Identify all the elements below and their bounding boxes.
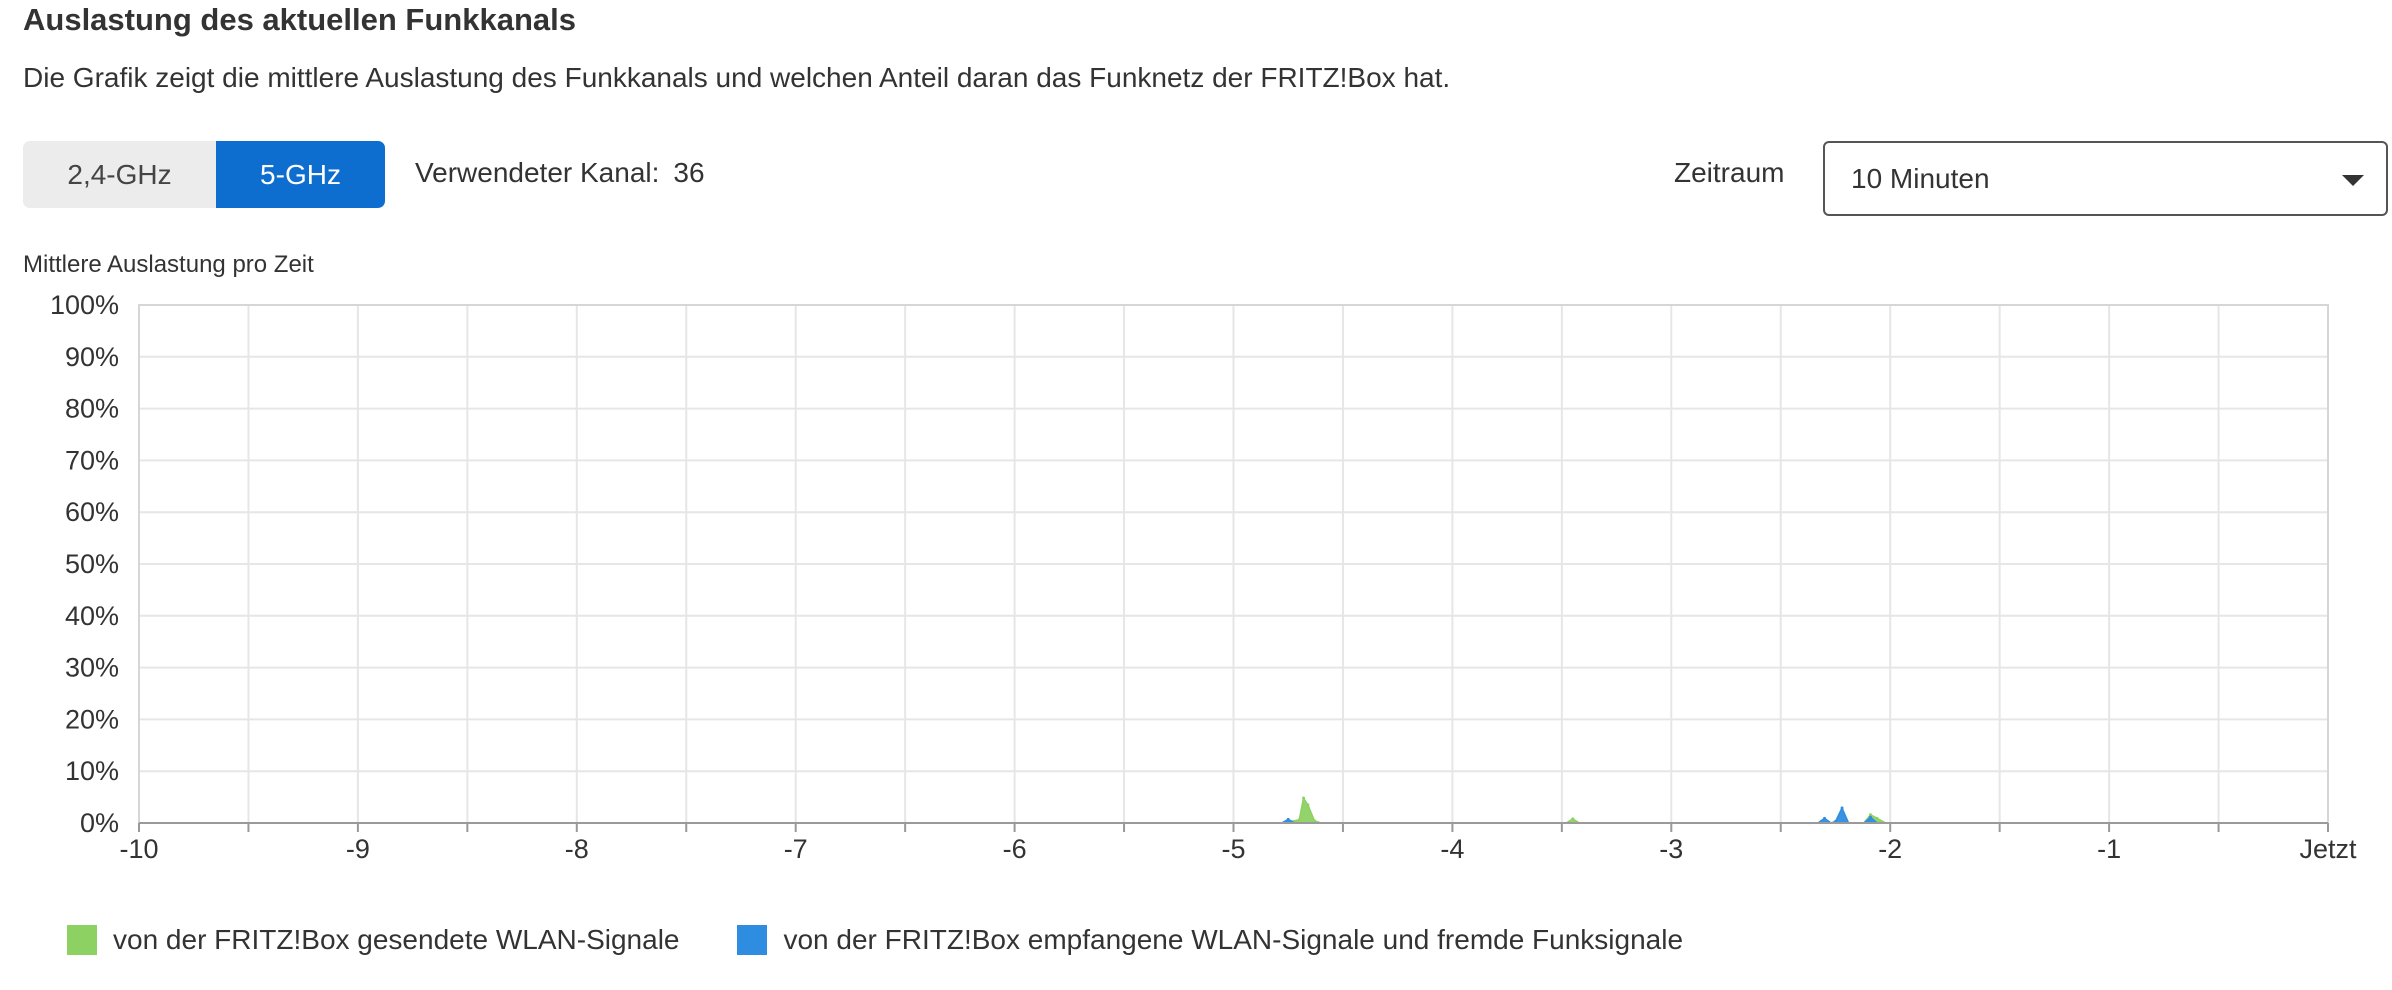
chevron-down-icon (2342, 175, 2364, 186)
data-point (1312, 819, 1316, 823)
x-tick-label: -4 (1440, 834, 1464, 864)
band-2-4ghz-button[interactable]: 2,4-GHz (23, 141, 216, 208)
channel-label: Verwendeter Kanal: (415, 157, 660, 188)
y-tick-label: 20% (65, 704, 119, 734)
data-point (1297, 818, 1301, 822)
x-tick-label: -7 (784, 834, 808, 864)
x-tick-label: Jetzt (2299, 834, 2357, 864)
page-description: Die Grafik zeigt die mittlere Auslastung… (23, 62, 1451, 93)
data-point (1571, 817, 1575, 821)
series-area-sent (1281, 796, 1887, 824)
legend-item-received: von der FRITZ!Box empfangene WLAN-Signal… (737, 924, 1683, 956)
x-tick-label: -9 (346, 834, 370, 864)
legend-label-received: von der FRITZ!Box empfangene WLAN-Signal… (783, 924, 1684, 955)
chart-axes: 0% 10% 20% 30% 40% 50% 60% 70% 80% 90% 100% -10 -9 -8… (50, 290, 2357, 864)
zeitraum-select[interactable]: 10 Minuten (1823, 141, 2388, 216)
band-5ghz-button[interactable]: 5-GHz (216, 141, 385, 208)
page-title: Auslastung des aktuellen Funkkanals (23, 2, 576, 37)
y-tick-label: 0% (80, 808, 119, 838)
data-point (1286, 817, 1290, 821)
data-point (1306, 803, 1310, 807)
legend-swatch-received (737, 925, 768, 955)
data-point (1840, 806, 1844, 810)
x-tick-label: -3 (1659, 834, 1683, 864)
data-point (1823, 816, 1827, 820)
legend-swatch-sent (67, 925, 97, 955)
y-tick-label: 70% (65, 445, 119, 475)
y-tick-label: 50% (65, 549, 119, 579)
chart-title: Mittlere Auslastung pro Zeit (23, 251, 314, 278)
chart-grid (138, 304, 2329, 824)
data-point (1868, 813, 1872, 817)
data-point (1875, 816, 1879, 820)
data-point (1868, 815, 1872, 819)
y-tick-label: 40% (65, 601, 119, 631)
x-tick-label: -8 (565, 834, 589, 864)
x-tick-label: -6 (1003, 834, 1027, 864)
x-tick-label: -1 (2097, 834, 2121, 864)
utilization-chart: 0% 10% 20% 30% 40% 50% 60% 70% 80% 90% 100% -10 -9 -8… (50, 290, 2357, 864)
zeitraum-selected-value: 10 Minuten (1851, 163, 1990, 194)
series-area-received (1278, 806, 1880, 824)
y-tick-label: 90% (65, 342, 119, 372)
chart-series (1278, 796, 1887, 824)
data-point (1302, 796, 1306, 800)
y-tick-label: 60% (65, 497, 119, 527)
chart-legend: von der FRITZ!Box gesendete WLAN-Signale… (67, 924, 1741, 956)
channel-info: Verwendeter Kanal: 36 (415, 157, 705, 189)
legend-label-sent: von der FRITZ!Box gesendete WLAN-Signale (113, 924, 680, 955)
x-tick-label: -5 (1221, 834, 1245, 864)
x-tick-label: -10 (119, 834, 158, 864)
y-tick-label: 30% (65, 653, 119, 683)
legend-item-sent: von der FRITZ!Box gesendete WLAN-Signale (67, 924, 679, 956)
x-tick-label: -2 (1878, 834, 1902, 864)
y-tick-label: 10% (65, 756, 119, 786)
zeitraum-label: Zeitraum (1674, 157, 1785, 188)
y-tick-label: 100% (50, 290, 119, 320)
channel-value: 36 (673, 157, 705, 188)
band-toggle: 2,4-GHz 5-GHz (23, 141, 385, 208)
y-tick-label: 80% (65, 394, 119, 424)
